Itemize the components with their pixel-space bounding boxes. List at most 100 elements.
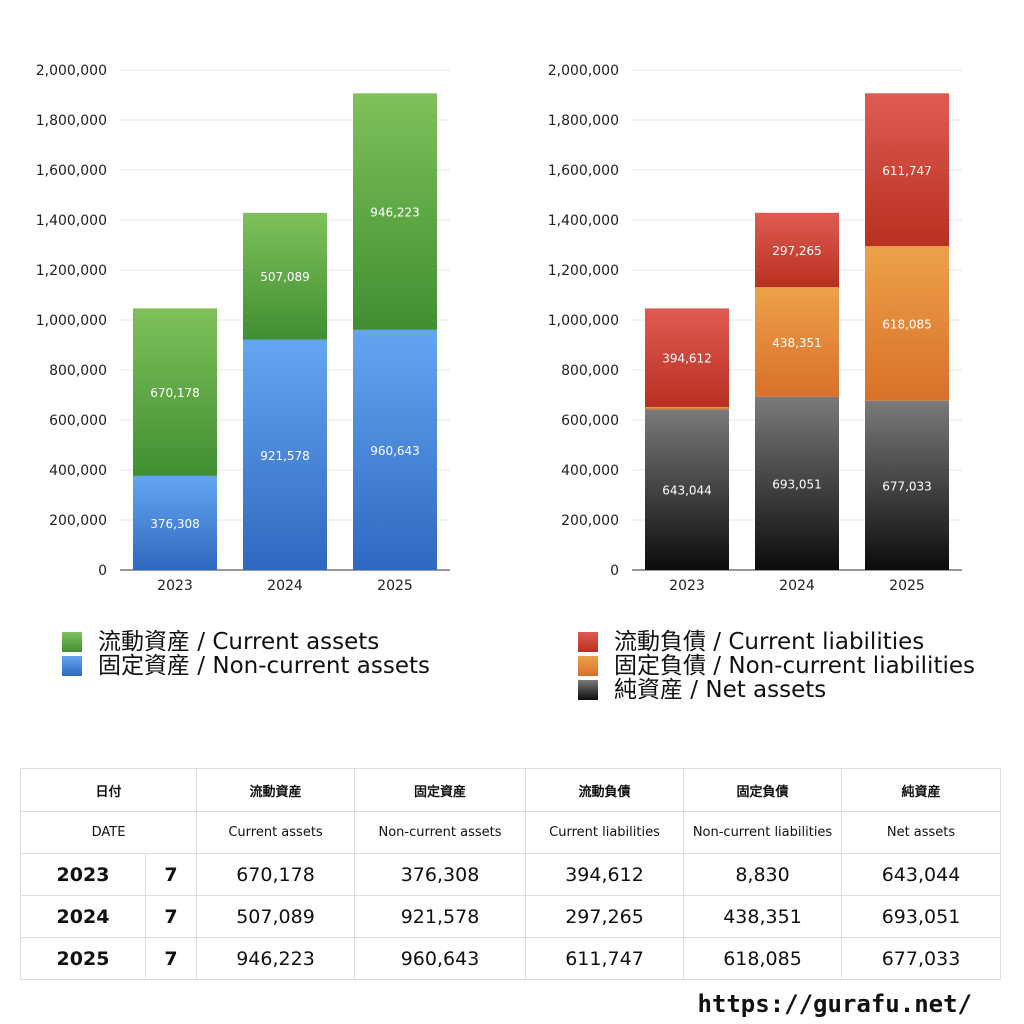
y-tick-label: 400,000: [561, 463, 619, 479]
assets-chart: 0 200,000 400,000 600,000 800,000 1,000,000 1,…: [36, 63, 450, 594]
legend-label: 純資産 / Net assets: [614, 677, 827, 703]
cell-current-liabilities: 611,747: [525, 937, 685, 980]
legend-item-net-assets: 純資産 / Net assets: [578, 678, 975, 702]
cell-month: 7: [144, 853, 198, 896]
y-tick-label: 600,000: [561, 413, 619, 429]
header-net-assets-en: Net assets: [841, 811, 1002, 854]
cell-month: 7: [144, 895, 198, 938]
header-date-jp: 日付: [19, 768, 198, 812]
legend-label: 流動資産 / Current assets: [98, 629, 380, 655]
cell-non-current-liabilities: 618,085: [683, 937, 843, 980]
y-tick-label: 400,000: [49, 463, 107, 479]
cell-current-liabilities: 394,612: [525, 853, 685, 896]
bar-segment: [353, 93, 437, 330]
bar-segment: [133, 475, 217, 570]
y-tick-label: 600,000: [49, 413, 107, 429]
cell-current-assets: 507,089: [196, 895, 356, 938]
data-label: 394,612: [662, 352, 712, 366]
y-tick-label: 800,000: [561, 363, 619, 379]
bar-segment: [865, 246, 949, 401]
legend-item-current-liabilities: 流動負債 / Current liabilities: [578, 630, 975, 654]
legend-label: 固定資産 / Non-current assets: [98, 653, 431, 679]
y-tick-label: 1,600,000: [36, 163, 107, 179]
x-tick-label: 2024: [267, 578, 303, 594]
y-tick-label: 1,800,000: [548, 113, 619, 129]
cell-net-assets: 677,033: [841, 937, 1002, 980]
table-row: 2025 7 946,223 960,643 611,747 618,085 6…: [20, 937, 1002, 980]
header-net-assets-jp: 純資産: [841, 768, 1002, 812]
cell-net-assets: 643,044: [841, 853, 1002, 896]
data-label: 643,044: [662, 484, 712, 498]
legend-swatch-red: [578, 632, 598, 652]
bar-segment: [645, 407, 729, 410]
header-current-assets-en: Current assets: [196, 811, 356, 854]
bar-segment: [243, 212, 327, 340]
legend-item-non-current-liabilities: 固定負債 / Non-current liabilities: [578, 654, 975, 678]
header-current-liabilities-jp: 流動負債: [525, 768, 685, 812]
bar-segment: [645, 409, 729, 570]
cell-non-current-assets: 960,643: [354, 937, 527, 980]
y-tick-label: 1,000,000: [36, 313, 107, 329]
data-label: 438,351: [772, 336, 822, 350]
cell-non-current-assets: 921,578: [354, 895, 527, 938]
cell-net-assets: 693,051: [841, 895, 1002, 938]
y-tick-label: 1,200,000: [548, 263, 619, 279]
table-header-row-en: DATE Current assets Non-current assets C…: [19, 811, 1002, 854]
cell-current-assets: 946,223: [196, 937, 356, 980]
liabilities-legend: 流動負債 / Current liabilities 固定負債 / Non-cu…: [578, 630, 975, 702]
liabilities-chart: 0 200,000 400,000 600,000 800,000 1,000,000 1,…: [548, 63, 962, 594]
header-date-en: DATE: [19, 811, 198, 854]
data-label: 297,265: [772, 244, 822, 258]
y-tick-label: 1,800,000: [36, 113, 107, 129]
bar-segment: [755, 287, 839, 397]
data-label: 921,578: [260, 449, 310, 463]
cell-non-current-liabilities: 438,351: [683, 895, 843, 938]
cell-year: 2025: [20, 937, 146, 980]
cell-month: 7: [144, 937, 198, 980]
y-tick-label: 2,000,000: [36, 63, 107, 79]
data-label: 611,747: [882, 164, 932, 178]
y-tick-label: 1,200,000: [36, 263, 107, 279]
data-label: 507,089: [260, 270, 310, 284]
x-tick-label: 2024: [779, 578, 815, 594]
y-tick-label: 1,400,000: [548, 213, 619, 229]
y-tick-label: 0: [98, 563, 107, 579]
legend-swatch-black: [578, 680, 598, 700]
x-tick-label: 2025: [377, 578, 413, 594]
data-label: 376,308: [150, 517, 200, 531]
cell-non-current-liabilities: 8,830: [683, 853, 843, 896]
bar-segment: [645, 308, 729, 408]
header-non-current-assets-jp: 固定資産: [354, 768, 527, 812]
legend-swatch-green: [62, 632, 82, 652]
balance-sheet-table: 日付 流動資産 固定資産 流動負債 固定負債 純資産 DATE Current …: [19, 768, 1002, 980]
y-tick-label: 1,000,000: [548, 313, 619, 329]
data-label: 960,643: [370, 444, 420, 458]
assets-legend: 流動資産 / Current assets 固定資産 / Non-current…: [62, 630, 430, 678]
bar-segment: [243, 339, 327, 570]
bar-segment: [755, 396, 839, 570]
bar-segment: [865, 93, 949, 247]
legend-item-current-assets: 流動資産 / Current assets: [62, 630, 430, 654]
y-tick-label: 0: [610, 563, 619, 579]
bar-segment: [353, 329, 437, 570]
cell-year: 2023: [20, 853, 146, 896]
cell-current-liabilities: 297,265: [525, 895, 685, 938]
y-tick-label: 800,000: [49, 363, 107, 379]
site-url-link[interactable]: https://gurafu.net/: [697, 990, 972, 1018]
data-label: 693,051: [772, 477, 822, 491]
y-tick-label: 1,400,000: [36, 213, 107, 229]
y-tick-label: 200,000: [49, 513, 107, 529]
legend-item-non-current-assets: 固定資産 / Non-current assets: [62, 654, 430, 678]
y-tick-label: 1,600,000: [548, 163, 619, 179]
table-header-row-jp: 日付 流動資産 固定資産 流動負債 固定負債 純資産: [19, 768, 1002, 812]
x-tick-label: 2025: [889, 578, 925, 594]
header-non-current-assets-en: Non-current assets: [354, 811, 527, 854]
bar-segment: [133, 308, 217, 476]
x-tick-label: 2023: [669, 578, 705, 594]
data-label: 670,178: [150, 386, 200, 400]
header-current-assets-jp: 流動資産: [196, 768, 356, 812]
x-tick-label: 2023: [157, 578, 193, 594]
cell-current-assets: 670,178: [196, 853, 356, 896]
bar-segment: [755, 212, 839, 288]
legend-swatch-orange: [578, 656, 598, 676]
